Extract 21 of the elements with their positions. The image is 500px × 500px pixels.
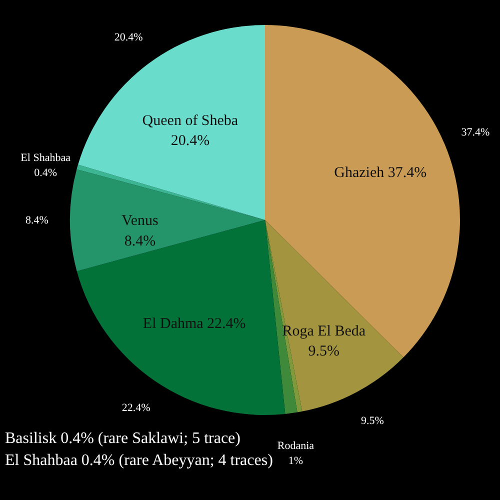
data-label: 0.4% <box>34 166 58 179</box>
slice-label: Venus <box>122 213 158 230</box>
pie-slice <box>265 25 460 358</box>
data-label: 20.4% <box>170 133 210 150</box>
data-label: 9.5% <box>308 344 340 360</box>
data-label: 37.4% <box>461 126 490 138</box>
slice-label: Queen of Sheba <box>142 112 238 129</box>
text: 8.4% <box>26 214 48 226</box>
data-label: 22.4% <box>122 402 150 414</box>
pie-slice <box>70 169 265 272</box>
slice-label: Rodania <box>277 440 314 452</box>
slice-label: Ghazieh 37.4% <box>334 164 427 181</box>
text: Basilisk 0.4% (rare Saklawi; 5 trace) <box>5 430 240 447</box>
text: 9.5% <box>360 415 384 428</box>
text: El Shahbaa 0.4% (rare Abeyyan; 4 traces) <box>5 452 273 469</box>
pie-slice <box>265 220 404 412</box>
slice-label: El Dahma 22.4% <box>142 316 246 332</box>
slice-label: El Shahbaa <box>20 152 71 164</box>
data-label: 8.4% <box>124 233 156 250</box>
text: 20.4% <box>114 31 143 44</box>
data-label: 1% <box>288 454 304 467</box>
